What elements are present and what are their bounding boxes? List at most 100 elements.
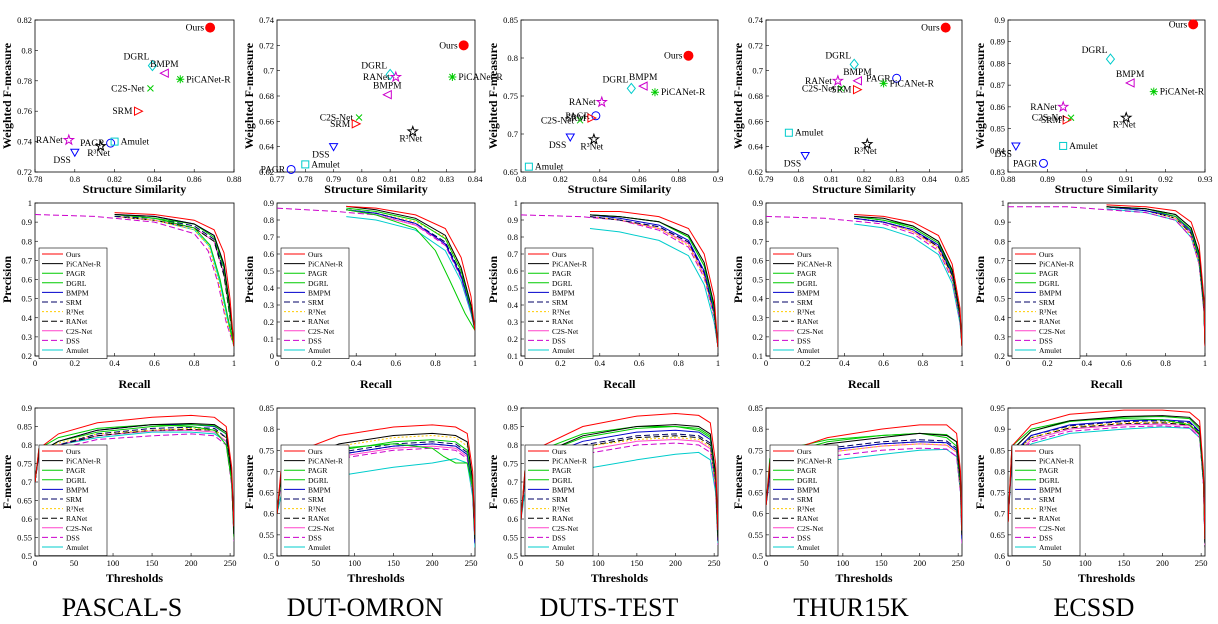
y-tick-label: 0.75 — [503, 91, 518, 101]
y-tick-label: 0.8 — [21, 45, 32, 55]
x-tick-label: 250 — [224, 558, 237, 568]
legend-label-bmpm: BMPM — [66, 485, 89, 494]
marker-ours — [940, 22, 951, 33]
marker-dgrl — [1105, 53, 1116, 65]
series-line-ours — [590, 211, 718, 348]
x-tick-label: 200 — [913, 558, 926, 568]
x-tick-label: 250 — [952, 558, 965, 568]
y-tick-label: 0.7 — [507, 249, 518, 259]
legend-label-amulet: Amulet — [308, 543, 331, 552]
legend-label-r-net: R³Net — [797, 308, 816, 317]
marker-pagr — [286, 164, 296, 174]
legend-label-ours: Ours — [797, 250, 812, 259]
x-tick-label: 0 — [764, 358, 768, 368]
x-axis-label: Structure Similarity — [568, 182, 671, 196]
series-line-dss — [1008, 206, 1205, 347]
y-tick-label: 0.72 — [17, 167, 32, 177]
y-tick-label: 0.2 — [994, 351, 1005, 361]
point-label-c2s-net: C2S-Net — [802, 84, 836, 94]
scatter-panel-pascal-s: 0.78 0.8 0.82 0.84 0.86 0.88 0.72 0.74 0.76 0.78 0… — [0, 15, 241, 196]
marker-dss — [69, 148, 80, 158]
series-line-dss — [35, 214, 234, 347]
series-line-ours — [346, 205, 475, 331]
y-tick-label: 0.75 — [748, 445, 763, 455]
y-tick-label: 0.2 — [263, 317, 274, 327]
legend-label-dss: DSS — [66, 336, 80, 345]
legend-label-dgrl: DGRL — [797, 476, 818, 485]
x-tick-label: 0 — [1006, 558, 1010, 568]
marker-bmpm — [638, 81, 648, 91]
marker-bmpm — [852, 75, 862, 86]
pr-panel-dut-omron: 0 0.2 0.4 0.6 0.8 1 0 0.1 0.2 0.3 0.4 0.5 0.6 0.7 0.8 0… — [242, 198, 477, 391]
y-tick-label: 0.5 — [21, 551, 32, 561]
marker-bmpm — [382, 89, 392, 100]
marker-ranet — [389, 70, 403, 83]
point-label-amulet: Amulet — [1069, 142, 1098, 152]
legend-label-c2s-net: C2S-Net — [797, 327, 824, 336]
y-axis-label: Weighted F-measure — [731, 42, 745, 149]
y-axis-label: Weighted F-measure — [0, 42, 14, 149]
axes-box — [1007, 19, 1206, 173]
point-label-bmpm: BMPM — [373, 82, 402, 92]
x-tick-label: 0 — [519, 358, 523, 368]
y-tick-label: 0.4 — [263, 283, 274, 293]
y-tick-label: 0.68 — [259, 91, 274, 101]
y-axis-label: Weighted F-measure — [973, 42, 987, 149]
legend-label-srm: SRM — [797, 298, 813, 307]
y-tick-label: 0.74 — [259, 15, 275, 25]
legend-box — [524, 247, 594, 359]
y-tick-label: 0.66 — [259, 116, 274, 126]
x-tick-label: 0.4 — [594, 358, 605, 368]
legend: OursPiCANet-RPAGRDGRLBMPMSRMR³NetRANetC2… — [1011, 444, 1081, 556]
y-tick-label: 0.6 — [507, 514, 518, 524]
x-tick-label: 0.78 — [298, 174, 313, 184]
legend-label-bmpm: BMPM — [552, 288, 575, 297]
y-tick-label: 0.4 — [21, 313, 32, 323]
x-tick-label: 0.83 — [439, 174, 454, 184]
legend-label-srm: SRM — [1039, 298, 1055, 307]
x-tick-label: 0.8 — [189, 358, 200, 368]
legend-label-picanet-r: PiCANet-R — [1039, 260, 1074, 269]
x-tick-label: 150 — [146, 558, 159, 568]
y-tick-label: 0.7 — [752, 236, 763, 246]
legend-label-picanet-r: PiCANet-R — [552, 457, 587, 466]
marker-ranet — [831, 74, 845, 87]
point-label-r-net: R³Net — [854, 147, 877, 157]
x-tick-label: 250 — [1195, 558, 1208, 568]
y-tick-label: 0.65 — [17, 496, 32, 506]
x-tick-label: 100 — [107, 558, 120, 568]
x-tick-label: 0.81 — [824, 174, 839, 184]
x-tick-label: 0.6 — [878, 358, 889, 368]
x-tick-label: 150 — [631, 558, 644, 568]
x-tick-label: 0 — [1006, 358, 1010, 368]
legend-label-bmpm: BMPM — [308, 288, 331, 297]
marker-amulet — [784, 128, 793, 137]
y-tick-label: 0.75 — [259, 445, 274, 455]
y-tick-label: 0.2 — [507, 334, 518, 344]
point-label-dgrl: DGRL — [825, 51, 851, 61]
marker-r-net — [94, 139, 107, 152]
marker-picanet-r — [1149, 87, 1158, 96]
legend-label-picanet-r: PiCANet-R — [1039, 457, 1074, 466]
point-label-picanet-r: PiCANet-R — [186, 75, 231, 85]
y-tick-label: 0.5 — [263, 551, 274, 561]
x-tick-label: 1 — [1203, 358, 1207, 368]
x-tick-label: 50 — [70, 558, 79, 568]
y-tick-label: 0.88 — [990, 58, 1005, 68]
marker-r-net — [861, 137, 874, 150]
legend-label-srm: SRM — [66, 298, 82, 307]
x-tick-label: 0.2 — [555, 358, 566, 368]
x-tick-label: 0.6 — [149, 358, 160, 368]
legend-label-srm: SRM — [552, 298, 568, 307]
x-tick-label: 0.82 — [553, 174, 568, 184]
x-tick-label: 0.84 — [592, 174, 608, 184]
marker-r-net — [406, 124, 419, 137]
y-axis-label: F-measure — [973, 454, 987, 509]
y-tick-label: 0.85 — [503, 15, 518, 25]
point-label-c2s-net: C2S-Net — [111, 84, 145, 94]
x-tick-label: 0.86 — [632, 174, 647, 184]
point-label-pagr: PAGR — [80, 139, 105, 149]
y-tick-label: 0.6 — [994, 551, 1005, 561]
y-tick-label: 0.7 — [507, 477, 518, 487]
dataset-title-ecssd: ECSSD — [1054, 593, 1135, 622]
